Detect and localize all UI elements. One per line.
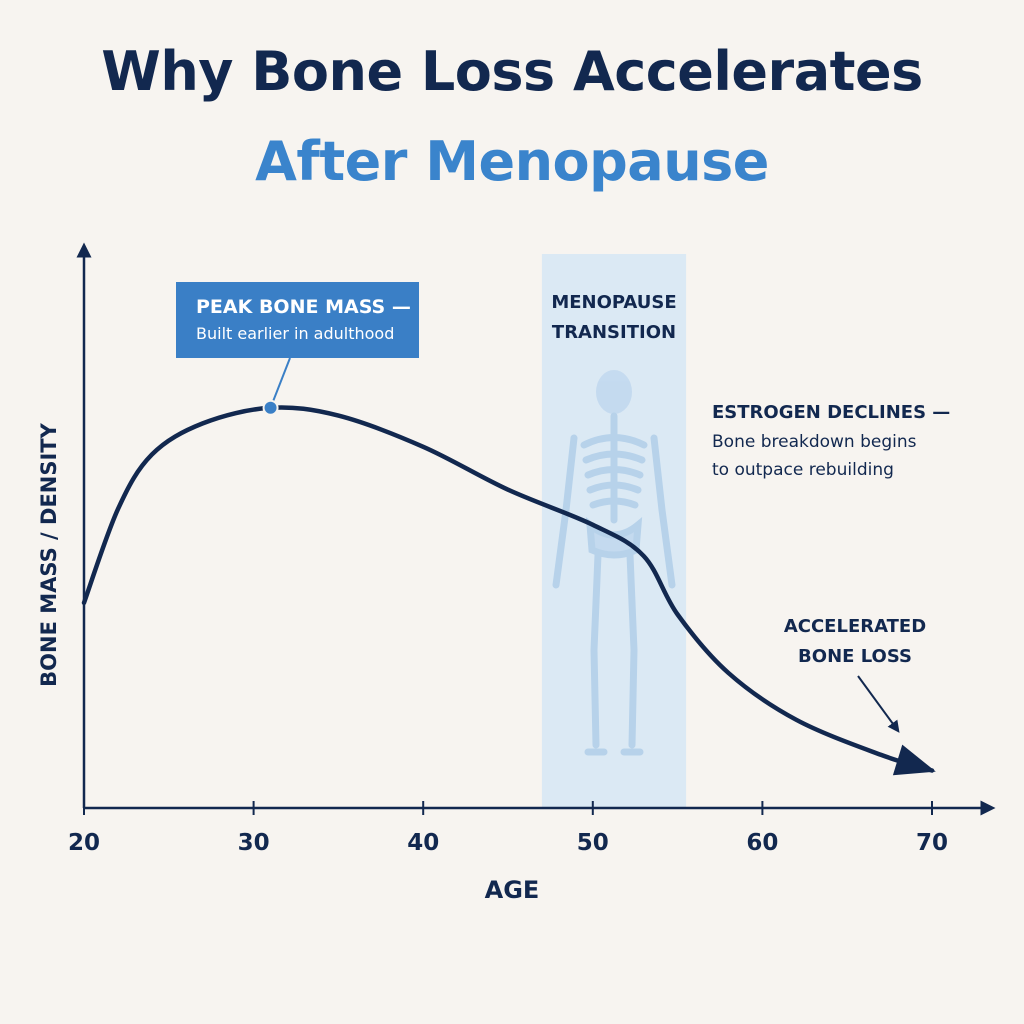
x-tick-label-60: 60 bbox=[746, 830, 778, 856]
peak-callout-box bbox=[176, 282, 419, 358]
band-label-line-1: MENOPAUSE bbox=[551, 292, 676, 313]
accel-label-line-1: ACCELERATED bbox=[784, 616, 926, 637]
x-axis-label: AGE bbox=[485, 876, 540, 904]
bone-mass-curve bbox=[81, 405, 935, 773]
title-line-1: Why Bone Loss Accelerates bbox=[101, 40, 923, 103]
band-label-line-2: TRANSITION bbox=[552, 322, 676, 343]
accel-pointer-arrow bbox=[857, 675, 900, 733]
x-tick-label-20: 20 bbox=[68, 830, 100, 856]
estrogen-body-line-2: to outpace rebuilding bbox=[712, 460, 894, 480]
title-line-2: After Menopause bbox=[255, 130, 769, 193]
peak-marker bbox=[262, 399, 279, 416]
estrogen-title: ESTROGEN DECLINES — bbox=[712, 402, 950, 423]
estrogen-body-line-1: Bone breakdown begins bbox=[712, 432, 917, 452]
x-tick-label-30: 30 bbox=[238, 830, 270, 856]
peak-callout-body: Built earlier in adulthood bbox=[196, 324, 394, 343]
skeleton-icon bbox=[552, 370, 676, 756]
x-tick-label-40: 40 bbox=[407, 830, 439, 856]
y-axis-label: BONE MASS / DENSITY bbox=[37, 422, 61, 686]
x-tick-label-50: 50 bbox=[577, 830, 609, 856]
peak-leader-line bbox=[269, 357, 291, 409]
curve-arrowhead bbox=[892, 744, 936, 776]
x-tick-label-70: 70 bbox=[916, 830, 948, 856]
accel-label-line-2: BONE LOSS bbox=[798, 646, 912, 667]
peak-callout-title: PEAK BONE MASS — bbox=[196, 296, 411, 318]
